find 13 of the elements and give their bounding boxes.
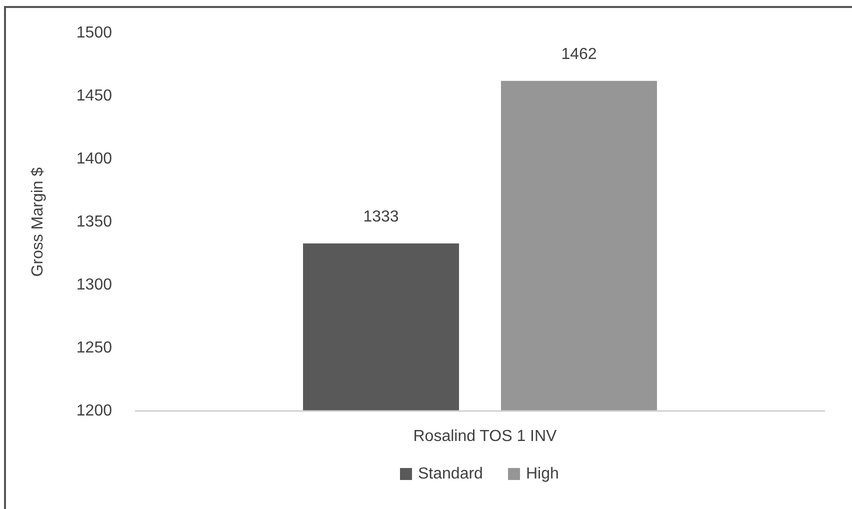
- y-tick-label: 1400: [76, 150, 112, 168]
- y-tick-label: 1500: [76, 24, 112, 42]
- legend-label: High: [526, 466, 559, 482]
- y-axis-title: Gross Margin $: [30, 167, 46, 277]
- y-tick-label: 1300: [76, 276, 112, 294]
- y-tick-label: 1250: [76, 340, 112, 356]
- x-tick-label: Rosalind TOS 1 INV: [413, 428, 558, 445]
- legend-label: Standard: [418, 466, 483, 482]
- y-tick-label: 1200: [76, 402, 112, 420]
- y-tick-label: 1350: [76, 214, 112, 230]
- data-label: 1333: [363, 208, 399, 226]
- y-tick-label: 1450: [76, 88, 112, 104]
- data-label: 1462: [561, 46, 597, 63]
